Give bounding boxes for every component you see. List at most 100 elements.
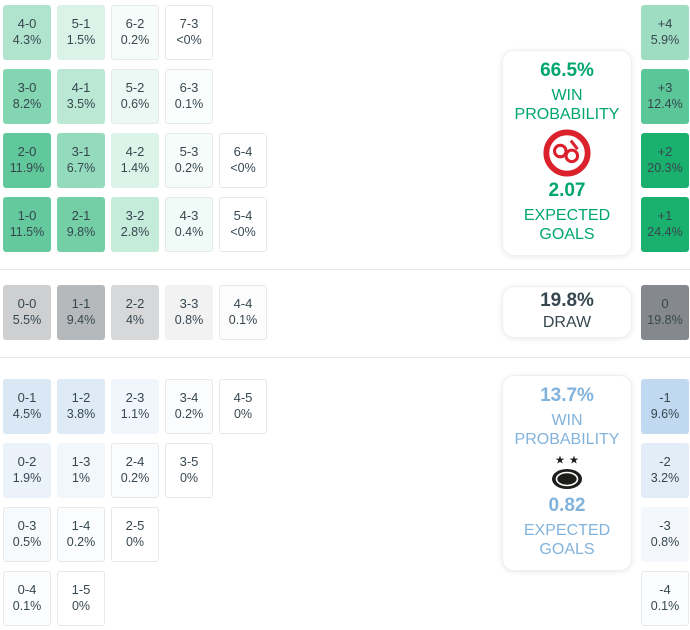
cell-score: 0-4 (17, 582, 37, 598)
draw-probability-value: 19.8% (540, 290, 594, 312)
cell-score: 2-2 (125, 296, 145, 312)
score-cell: 2-3 1.1% (111, 379, 159, 434)
draw-goal-margin-column: 0 19.8% (641, 285, 689, 340)
cell-probability: 0.1% (12, 598, 42, 613)
cell-score: +1 (657, 208, 673, 224)
cell-score: 4-1 (71, 80, 91, 96)
score-row: 0-4 0.1% 1-5 0% (3, 571, 267, 626)
cell-probability: 12.4% (647, 96, 683, 111)
cell-probability: 0.8% (174, 312, 204, 327)
cell-score: 3-2 (125, 208, 145, 224)
cell-score: 2-0 (17, 144, 37, 160)
cell-probability: 19.8% (647, 312, 683, 327)
score-cell: 1-2 3.8% (57, 379, 105, 434)
cell-score: 6-2 (125, 16, 145, 32)
cell-probability: 0.2% (174, 406, 204, 421)
cell-score: 3-0 (17, 80, 37, 96)
cell-probability: 2.8% (120, 224, 150, 239)
goal-margin-cell: +1 24.4% (641, 197, 689, 252)
cell-probability: 0.8% (650, 534, 680, 549)
home-expected-goals-value: 2.07 (548, 180, 586, 202)
away-goal-margin-column: -1 9.6% -2 3.2% -3 0.8% -4 0.1% (641, 379, 689, 626)
cell-score: 0-3 (17, 518, 37, 534)
score-row: 0-3 0.5% 1-4 0.2% 2-5 0% (3, 507, 267, 562)
score-row: 3-0 8.2% 4-1 3.5% 5-2 0.6% 6-3 0.1% (3, 69, 267, 124)
score-cell: 3-3 0.8% (165, 285, 213, 340)
cell-score: 0-0 (17, 296, 37, 312)
home-goal-margin-column: +4 5.9% +3 12.4% +2 20.3% +1 24.4% (641, 5, 689, 252)
cell-probability: 0% (125, 534, 145, 549)
cell-score: 5-4 (233, 208, 253, 224)
score-cell: 1-4 0.2% (57, 507, 105, 562)
cell-score: 5-1 (71, 16, 91, 32)
score-cell: 2-5 0% (111, 507, 159, 562)
cell-score: 5-3 (179, 144, 199, 160)
score-row: 2-0 11.9% 3-1 6.7% 4-2 1.4% 5-3 0.2% 6-4 <0% (3, 133, 267, 188)
away-team-logo-icon (552, 455, 582, 489)
cell-probability: 1.1% (120, 406, 150, 421)
score-cell: 2-2 4% (111, 285, 159, 340)
cell-probability: 0.6% (120, 96, 150, 111)
cell-score: 3-1 (71, 144, 91, 160)
cell-probability: 0.2% (174, 160, 204, 175)
score-cell: 1-5 0% (57, 571, 105, 626)
score-cell: 4-0 4.3% (3, 5, 51, 60)
cell-score: 1-5 (71, 582, 91, 598)
score-cell: 0-0 5.5% (3, 285, 51, 340)
score-cell: 2-4 0.2% (111, 443, 159, 498)
cell-probability: 0.1% (228, 312, 258, 327)
cell-score: 2-5 (125, 518, 145, 534)
cell-score: 4-0 (17, 16, 37, 32)
score-cell: 6-4 <0% (219, 133, 267, 188)
cell-probability: 3.2% (650, 470, 680, 485)
cell-probability: 0.5% (12, 534, 42, 549)
cell-score: 0 (661, 296, 669, 312)
score-cell: 2-0 11.9% (3, 133, 51, 188)
draw-label: DRAW (542, 314, 592, 331)
cell-score: 2-4 (125, 454, 145, 470)
home-team-logo (543, 129, 591, 177)
cell-score: +4 (657, 16, 673, 32)
away-win-probability-panel: 13.7% WIN PROBABILITY 0.82 EXPECTED GOAL… (502, 375, 632, 571)
cell-probability: 0.1% (650, 598, 680, 613)
draw-score-grid: 0-0 5.5% 1-1 9.4% 2-2 4% 3-3 0.8% 4-4 0.1% (3, 285, 267, 340)
score-row: 0-2 1.9% 1-3 1% 2-4 0.2% 3-5 0% (3, 443, 267, 498)
cell-probability: 0.4% (174, 224, 204, 239)
section-divider (0, 357, 690, 358)
score-row: 1-0 11.5% 2-1 9.8% 3-2 2.8% 4-3 0.4% 5-4 <0% (3, 197, 267, 252)
cell-score: 1-2 (71, 390, 91, 406)
home-team-logo-icon (543, 129, 591, 177)
score-cell: 7-3 <0% (165, 5, 213, 60)
score-cell: 0-4 0.1% (3, 571, 51, 626)
cell-probability: 3.5% (66, 96, 96, 111)
cell-score: -3 (659, 518, 671, 534)
score-cell: 6-3 0.1% (165, 69, 213, 124)
cell-probability: 4% (125, 312, 145, 327)
cell-score: 3-4 (179, 390, 199, 406)
cell-score: 3-3 (179, 296, 199, 312)
cell-probability: 20.3% (647, 160, 683, 175)
cell-score: 0-1 (17, 390, 37, 406)
cell-score: 1-4 (71, 518, 91, 534)
section-divider (0, 269, 690, 270)
cell-score: 3-5 (179, 454, 199, 470)
cell-probability: 0.2% (120, 470, 150, 485)
score-row: 0-1 4.5% 1-2 3.8% 2-3 1.1% 3-4 0.2% 4-5 0% (3, 379, 267, 434)
away-expected-goals-value: 0.82 (548, 495, 586, 517)
away-team-logo (544, 454, 590, 492)
away-expected-goals-label: EXPECTED GOALS (523, 521, 611, 558)
cell-score: -4 (659, 582, 671, 598)
score-cell: 4-4 0.1% (219, 285, 267, 340)
cell-probability: 0% (179, 470, 199, 485)
cell-probability: 0% (233, 406, 253, 421)
away-win-probability-label: WIN PROBABILITY (514, 411, 620, 448)
cell-score: 2-3 (125, 390, 145, 406)
home-win-probability-label: WIN PROBABILITY (514, 86, 620, 123)
goal-margin-cell: 0 19.8% (641, 285, 689, 340)
score-cell: 0-1 4.5% (3, 379, 51, 434)
score-cell: 3-1 6.7% (57, 133, 105, 188)
score-cell: 0-2 1.9% (3, 443, 51, 498)
home-expected-goals-label: EXPECTED GOALS (523, 206, 611, 243)
cell-probability: 0.1% (174, 96, 204, 111)
cell-probability: 5.5% (12, 312, 42, 327)
